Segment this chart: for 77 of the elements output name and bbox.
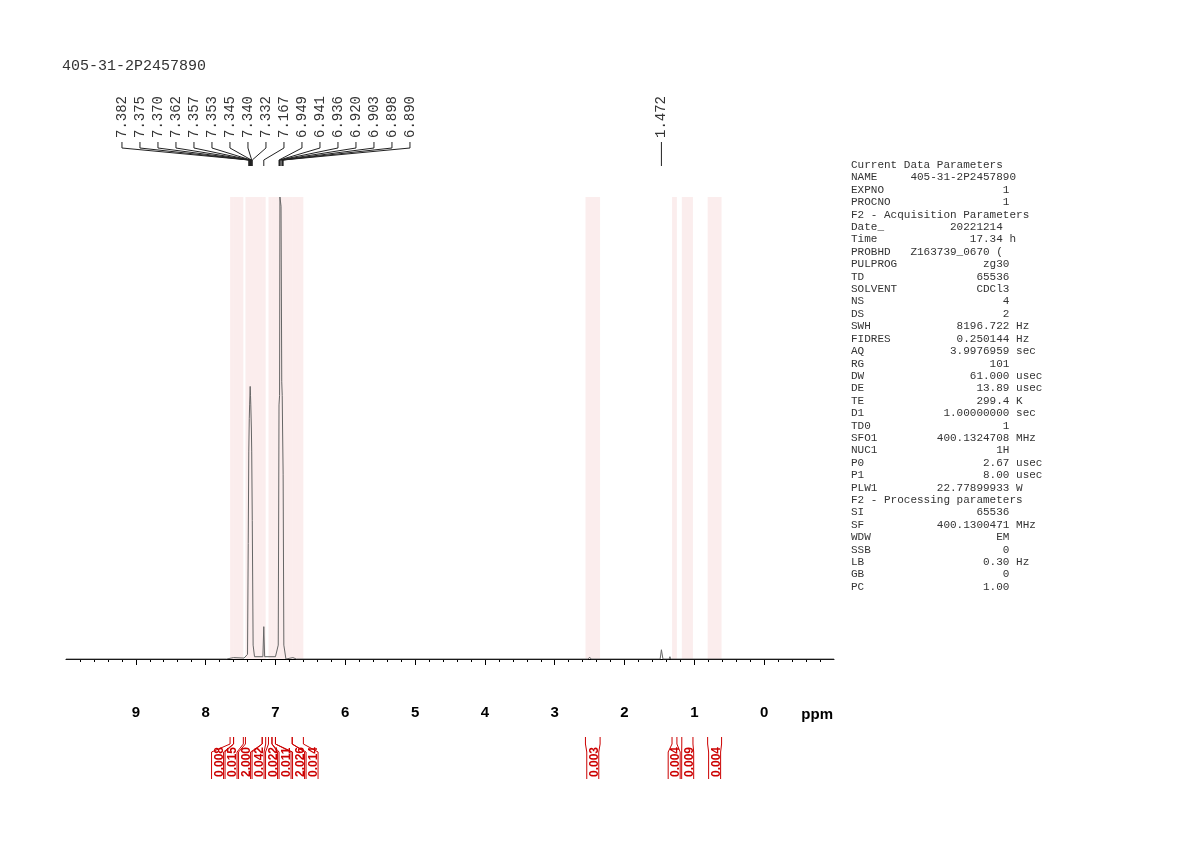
- annotation: 6.941: [311, 95, 328, 138]
- text: EXPNO 1: [851, 183, 1010, 196]
- annotation: 6.890: [401, 95, 418, 138]
- text: SFO1 400.1324708 MHz: [851, 431, 1036, 444]
- text: GB 0: [851, 568, 1010, 581]
- annotation: 6.903: [365, 95, 382, 138]
- annotation: 7.375: [131, 95, 148, 138]
- text: PROBHD Z163739_0670 (: [851, 245, 1003, 258]
- band-label: 0.011: [279, 747, 294, 777]
- x-tick-label: 7: [271, 703, 280, 720]
- annotation: 7.370: [149, 95, 166, 138]
- band-label: 0.003: [586, 746, 601, 777]
- annotation: 7.345: [221, 95, 238, 138]
- text: RG 101: [851, 357, 1010, 370]
- text: NUC1 1H: [851, 444, 1010, 457]
- x-tick-label: 3: [550, 703, 559, 720]
- text: SOLVENT CDCl3: [851, 283, 1010, 296]
- text: DW 61.000 usec: [851, 369, 1043, 382]
- annotation: 6.936: [329, 95, 346, 138]
- text: LB 0.30 Hz: [851, 556, 1030, 568]
- text: PULPROG zg30: [851, 258, 1010, 271]
- x-axis-title: ppm: [801, 705, 833, 722]
- annotation: 7.353: [203, 95, 220, 138]
- text: PLW1 22.77899933 W: [851, 481, 1023, 494]
- annotation: 7.167: [275, 95, 292, 138]
- text: FIDRES 0.250144 Hz: [851, 332, 1030, 345]
- x-tick-label: 8: [201, 703, 210, 720]
- annotation: 7.362: [167, 95, 184, 138]
- x-tick-label: 9: [131, 703, 140, 720]
- x-tick-label: 6: [341, 703, 350, 720]
- band-label: 0.014: [306, 746, 321, 777]
- text: P0 2.67 usec: [851, 456, 1043, 469]
- text: PROCNO 1: [851, 196, 1010, 209]
- band-label: 0.004: [708, 746, 723, 777]
- text: TD0 1: [851, 419, 1010, 432]
- text: NAME 405-31-2P2457890: [851, 171, 1017, 184]
- x-tick-label: 4: [480, 703, 490, 720]
- band-label: 0.008: [211, 746, 226, 777]
- annotation: 6.949: [293, 95, 310, 138]
- text: SF 400.1300471 MHz: [851, 518, 1036, 531]
- text: PC 1.00: [851, 580, 1010, 593]
- text: TD 65536: [851, 270, 1010, 283]
- band-label: 0.042: [252, 746, 267, 777]
- band-label: 0.004: [668, 746, 683, 777]
- text: WDW EM: [851, 531, 1010, 544]
- band-label: 2.000: [238, 746, 253, 777]
- annotation: 7.382: [113, 95, 130, 138]
- annotation: 7.357: [185, 95, 202, 138]
- x-tick-label: 0: [760, 703, 769, 720]
- x-tick-label: 5: [410, 703, 420, 720]
- x-tick-label: 2: [620, 703, 629, 720]
- text: DS 2: [851, 307, 1010, 320]
- band-label: 0.022: [265, 746, 280, 777]
- text: SSB 0: [851, 543, 1010, 556]
- x-tick-label: 1: [690, 703, 699, 720]
- annotation: 6.898: [383, 95, 400, 138]
- text: F2 - Acquisition Parameters: [851, 208, 1030, 221]
- band-label: 0.015: [225, 746, 240, 777]
- chart-title: 405-31-2P2457890: [62, 58, 207, 75]
- text: NS 4: [851, 295, 1010, 308]
- text: SWH 8196.722 Hz: [851, 320, 1030, 333]
- band-label: 2.026: [292, 746, 307, 777]
- text: F2 - Processing parameters: [851, 493, 1023, 506]
- annotation: 1.472: [653, 95, 670, 138]
- annotation: 7.332: [257, 95, 274, 138]
- text: D1 1.00000000 sec: [851, 407, 1036, 420]
- text: AQ 3.9976959 sec: [851, 345, 1036, 358]
- text: Current Data Parameters: [851, 159, 1003, 171]
- band-label: 0.009: [681, 746, 696, 777]
- text: SI 65536: [851, 506, 1010, 519]
- text: DE 13.89 usec: [851, 382, 1043, 395]
- annotation: 6.920: [347, 95, 364, 138]
- text: Date_ 20221214: [851, 221, 1003, 234]
- annotation: 7.340: [239, 95, 256, 138]
- text: TE 299.4 K: [851, 394, 1023, 407]
- text: Time 17.34 h: [851, 233, 1017, 246]
- text: P1 8.00 usec: [851, 469, 1043, 482]
